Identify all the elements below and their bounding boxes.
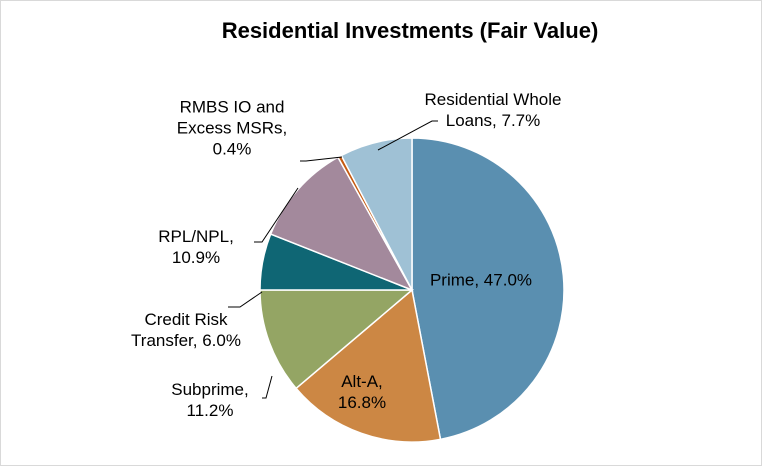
chart-title: Residential Investments (Fair Value) xyxy=(221,18,599,43)
data-label: RMBS IO and Excess MSRs, 0.4% xyxy=(176,97,288,159)
data-label: Credit Risk Transfer, 6.0% xyxy=(131,310,241,350)
pie-slice xyxy=(340,137,413,291)
pie-slice xyxy=(269,156,414,292)
leader-line xyxy=(377,120,438,151)
leader-line xyxy=(262,375,273,399)
pie-slice xyxy=(259,289,415,390)
leader-lines xyxy=(228,120,438,399)
data-label: RPL/NPL, 10.9% xyxy=(158,227,234,267)
pie-slice xyxy=(295,288,442,443)
data-label: Subprime, 11.2% xyxy=(171,380,249,420)
data-label: Alt-A, 16.8% xyxy=(337,372,387,412)
leader-line xyxy=(300,156,343,162)
pie-slice xyxy=(411,137,565,441)
leader-line xyxy=(254,187,299,243)
leader-line xyxy=(228,291,263,308)
data-label: Prime, 47.0% xyxy=(429,270,533,290)
data-label: Residential Whole Loans, 7.7% xyxy=(424,90,562,130)
